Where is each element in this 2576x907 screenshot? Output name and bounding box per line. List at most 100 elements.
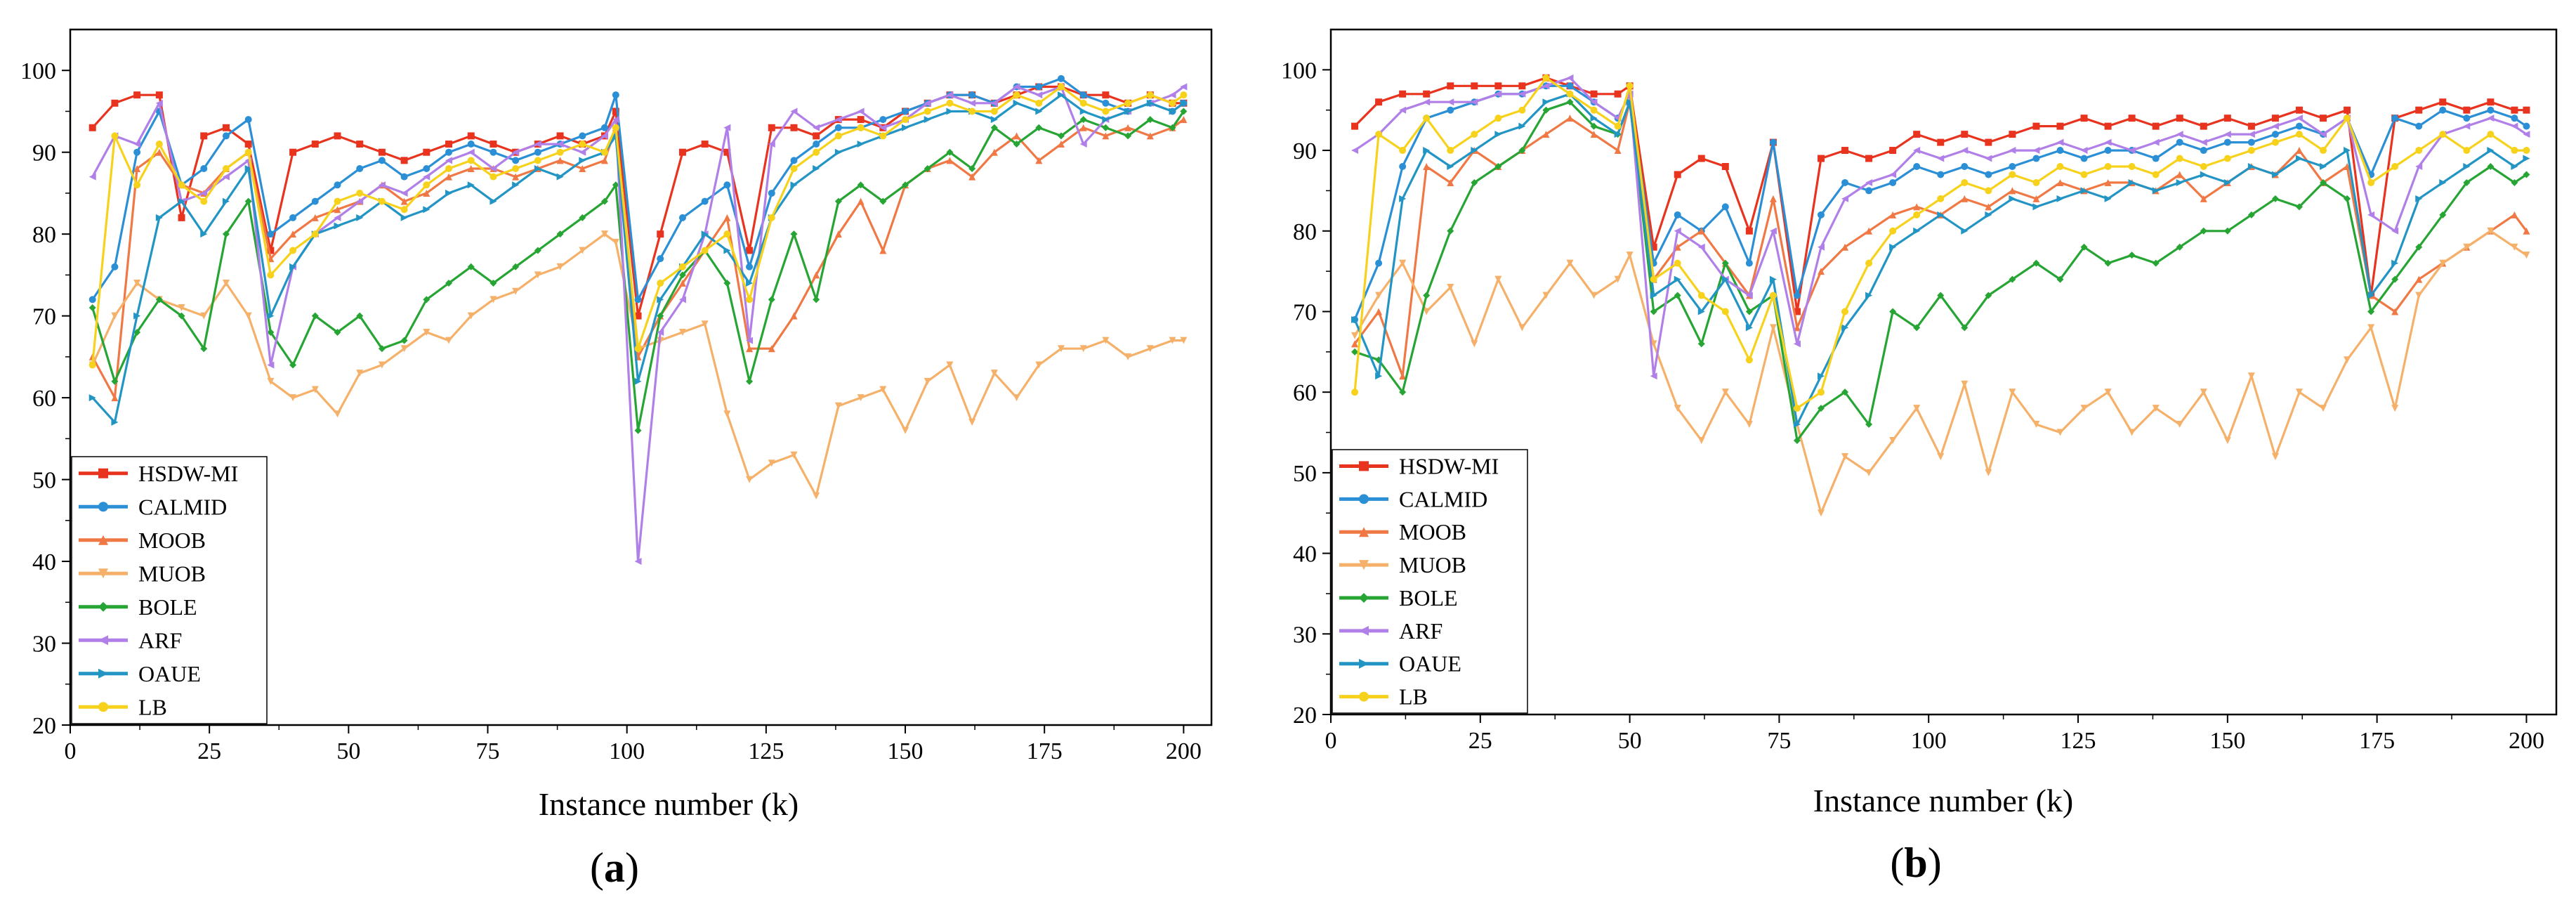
- data-point-calmid: [2152, 155, 2160, 162]
- data-point-bole: [879, 197, 887, 205]
- data-point-lb: [1471, 131, 1478, 138]
- data-point-arf: [2247, 131, 2255, 138]
- legend-marker-calmid: [98, 502, 108, 512]
- data-point-lb: [489, 173, 497, 181]
- data-point-oaue: [657, 296, 664, 304]
- legend-marker-bole: [98, 601, 108, 612]
- data-point-oaue: [2367, 292, 2375, 299]
- legend-marker-arf: [1359, 625, 1369, 636]
- data-point-oaue: [334, 222, 341, 230]
- data-point-lb: [1614, 122, 1622, 130]
- data-point-moob: [1697, 227, 1705, 235]
- data-point-muob: [556, 263, 564, 270]
- data-point-moob: [1793, 324, 1801, 332]
- data-point-calmid: [1721, 203, 1729, 211]
- data-point-lb: [2080, 171, 2088, 178]
- data-point-calmid: [834, 124, 842, 131]
- data-point-bole: [2391, 275, 2399, 283]
- panel-label-b: (b): [1890, 840, 1941, 886]
- data-point-muob: [1180, 337, 1188, 344]
- data-point-bole: [579, 214, 586, 221]
- data-point-oaue: [1169, 107, 1176, 115]
- data-point-hsdw-mi: [2295, 106, 2303, 114]
- data-point-arf: [2200, 138, 2207, 146]
- data-point-calmid: [813, 141, 820, 148]
- data-point-muob: [2056, 429, 2064, 436]
- data-point-moob: [155, 148, 163, 156]
- data-point-lb: [657, 280, 664, 287]
- legend-label-lb: LB: [138, 694, 167, 719]
- data-point-arf: [834, 116, 842, 124]
- data-point-oaue: [88, 394, 96, 402]
- data-point-hsdw-mi: [2200, 122, 2207, 130]
- data-point-bole: [1447, 227, 1454, 235]
- series-line-hsdw-mi: [1353, 77, 2527, 313]
- data-point-bole: [378, 345, 386, 353]
- series-line-bole: [1354, 100, 2528, 442]
- data-point-calmid: [790, 157, 798, 164]
- data-point-arf: [1937, 155, 1945, 162]
- data-point-muob: [222, 280, 230, 287]
- data-point-lb: [634, 345, 642, 353]
- data-point-arf: [2223, 131, 2231, 138]
- data-point-calmid: [1674, 211, 1681, 218]
- data-point-muob: [2223, 437, 2231, 444]
- data-point-arf: [1674, 227, 1681, 235]
- data-point-lb: [2523, 147, 2530, 155]
- data-point-lb: [790, 165, 798, 172]
- data-point-hsdw-mi: [634, 312, 642, 320]
- data-point-calmid: [902, 107, 909, 115]
- legend-item-lb: LB: [1339, 684, 1428, 710]
- data-point-hsdw-mi: [790, 124, 798, 131]
- data-point-bole: [467, 263, 475, 270]
- data-point-oaue: [1793, 421, 1801, 429]
- data-point-calmid: [2487, 106, 2495, 114]
- data-point-hsdw-mi: [467, 132, 475, 140]
- data-point-bole: [946, 148, 954, 156]
- data-point-bole: [1721, 259, 1729, 267]
- data-point-muob: [2487, 227, 2495, 235]
- data-point-calmid: [701, 197, 709, 205]
- y-tick-label: 100: [1281, 58, 1317, 84]
- data-point-oaue: [701, 230, 709, 238]
- data-point-moob: [1124, 124, 1132, 131]
- data-point-muob: [1566, 259, 1574, 267]
- data-point-calmid: [534, 148, 541, 156]
- data-point-arf: [1961, 147, 1969, 155]
- data-point-muob: [612, 238, 619, 246]
- y-tick-label: 20: [32, 713, 56, 739]
- legend-label-moob: MOOB: [1399, 519, 1466, 544]
- data-point-hsdw-mi: [311, 141, 319, 148]
- legend-label-hsdw-mi: HSDW-MI: [138, 461, 238, 486]
- data-point-lb: [1375, 131, 1383, 138]
- data-point-hsdw-mi: [2439, 98, 2447, 106]
- data-point-hsdw-mi: [1351, 122, 1359, 130]
- data-point-bole: [1793, 437, 1801, 444]
- data-point-muob: [790, 451, 798, 459]
- data-point-oaue: [556, 173, 564, 181]
- data-point-muob: [1841, 452, 1849, 460]
- data-point-oaue: [723, 247, 731, 254]
- data-point-moob: [2523, 227, 2530, 235]
- data-point-moob: [2176, 171, 2183, 178]
- x-tick-label: 50: [1618, 728, 1642, 754]
- data-point-moob: [1146, 132, 1154, 140]
- data-point-lb: [356, 189, 364, 197]
- data-point-moob: [1013, 132, 1020, 140]
- data-point-lb: [2032, 178, 2040, 186]
- legend-item-muob: MUOB: [79, 561, 206, 586]
- data-point-moob: [1351, 340, 1359, 348]
- data-point-oaue: [1375, 372, 1383, 380]
- data-point-oaue: [489, 197, 497, 205]
- data-point-arf: [1180, 83, 1188, 91]
- data-point-moob: [857, 197, 865, 205]
- data-point-moob: [2032, 195, 2040, 202]
- x-tick-label: 75: [1767, 728, 1791, 754]
- data-point-bole: [790, 230, 798, 238]
- data-point-oaue: [1471, 147, 1478, 155]
- data-point-arf: [334, 214, 341, 221]
- data-point-arf: [1423, 98, 1431, 106]
- data-point-arf: [924, 99, 931, 107]
- x-tick-label: 0: [1325, 728, 1337, 754]
- legend-marker-muob: [1359, 560, 1369, 570]
